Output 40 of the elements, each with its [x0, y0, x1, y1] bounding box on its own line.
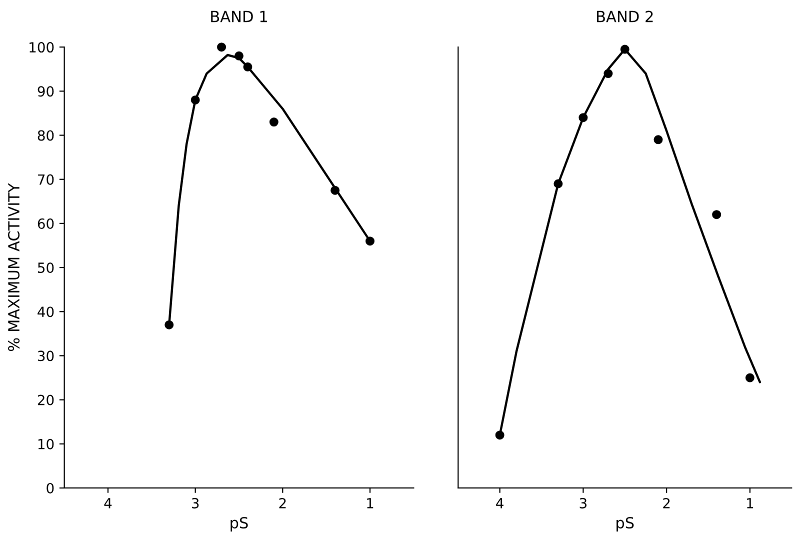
y-tick-label: 60 [38, 218, 54, 229]
point [330, 186, 340, 195]
point [234, 51, 244, 60]
y-tick-label: 10 [38, 438, 54, 450]
point [712, 210, 722, 220]
y-tick-label: 100 [30, 42, 54, 53]
x-tick-label: 3 [580, 498, 586, 508]
point [604, 69, 613, 78]
point [217, 42, 226, 52]
point [554, 179, 563, 188]
point [495, 430, 504, 440]
x-axis-title: pS [616, 516, 634, 532]
y-tick-label: 0 [46, 482, 54, 494]
x-tick-label: 2 [663, 498, 670, 508]
x-tick-label: 3 [192, 498, 199, 508]
x-tick-label: 1 [367, 498, 374, 508]
y-tick-label: 50 [38, 262, 54, 273]
x-tick-label: 4 [496, 498, 504, 508]
point [745, 373, 754, 382]
point [578, 113, 588, 122]
point [366, 236, 375, 246]
x-axis-title: pS [230, 516, 248, 532]
y-tick-label: 80 [38, 130, 54, 141]
y-tick-label: 70 [38, 174, 54, 185]
point [269, 118, 278, 127]
y-tick-label: 20 [38, 394, 54, 406]
y-tick-label: 90 [38, 86, 54, 97]
point [243, 62, 252, 72]
chart-title: BAND 2 [597, 10, 653, 22]
point [190, 95, 200, 104]
x-tick-label: 4 [104, 498, 112, 508]
y-tick-label: 40 [38, 306, 54, 318]
x-tick-label: 2 [279, 498, 286, 508]
y-axis-title: % MAXIMUM ACTIVITY [8, 183, 20, 352]
point [620, 44, 630, 54]
x-tick-label: 1 [747, 498, 754, 508]
point [654, 135, 663, 144]
chart-title: BAND 1 [211, 10, 267, 22]
point [164, 320, 174, 330]
y-tick-label: 30 [38, 350, 54, 362]
